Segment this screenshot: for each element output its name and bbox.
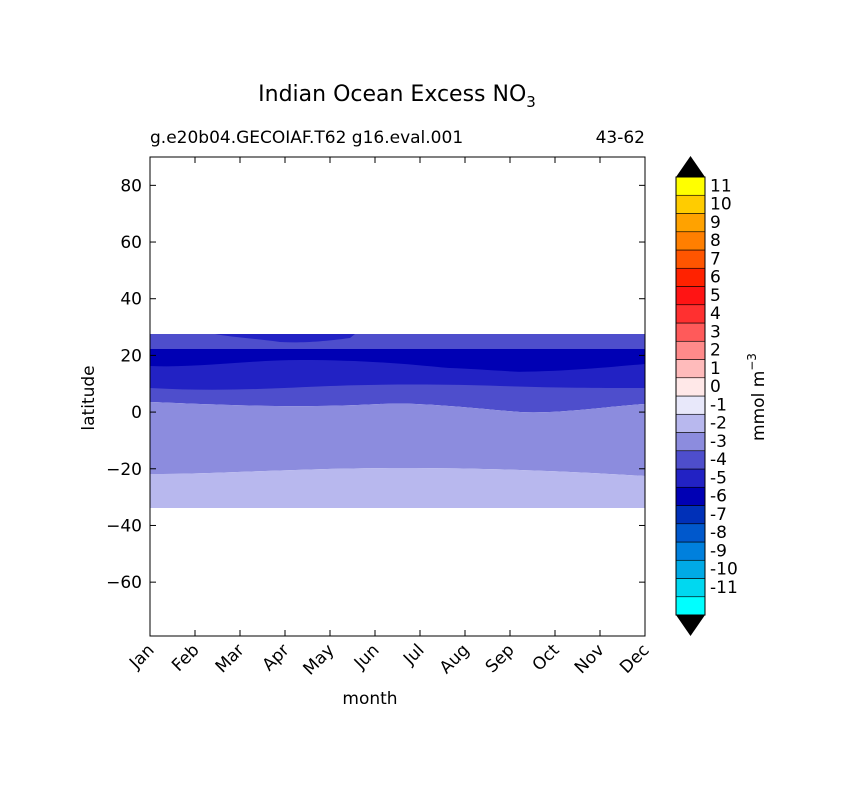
colorbar-tick-label: -6 bbox=[710, 487, 727, 507]
colorbar-tick-label: -8 bbox=[710, 523, 727, 543]
colorbar-tick-label: 8 bbox=[710, 231, 721, 251]
x-tick-label: Jan bbox=[125, 640, 158, 673]
colorbar-tick-label: 6 bbox=[710, 268, 721, 288]
colorbar-tick-label: 5 bbox=[710, 286, 721, 306]
plot-frame bbox=[149, 156, 646, 637]
chart-title: Indian Ocean Excess NO3 bbox=[258, 82, 536, 111]
colorbar-segment bbox=[675, 505, 706, 525]
colorbar-tick-label: 3 bbox=[710, 322, 721, 342]
band-light bbox=[150, 402, 645, 476]
colorbar-tick-label: 10 bbox=[710, 195, 732, 215]
colorbar-extend-max bbox=[676, 156, 705, 177]
colorbar-segment bbox=[675, 213, 706, 233]
colorbar-segment bbox=[675, 176, 706, 196]
colorbar-tick-label: -3 bbox=[710, 432, 727, 452]
colorbar-tick-label: 4 bbox=[710, 304, 721, 324]
colorbar-tick-label: 11 bbox=[710, 176, 732, 196]
colorbar-segment bbox=[675, 231, 706, 251]
colorbar-tick-label: -4 bbox=[710, 450, 727, 470]
y-axis-label: latitude bbox=[79, 365, 99, 430]
x-tick-label: Nov bbox=[571, 640, 609, 678]
colorbar-segment bbox=[675, 395, 706, 415]
colorbar-tick-label: 9 bbox=[710, 213, 721, 233]
colorbar-tick-label: -11 bbox=[710, 578, 738, 598]
colorbar-segment bbox=[675, 578, 706, 598]
x-tick-label: Jul bbox=[399, 640, 428, 669]
y-axis: 80 60 40 20 0 −20 −40 −60 bbox=[106, 176, 645, 593]
x-tick-label: Mar bbox=[212, 640, 249, 677]
x-tick-label: May bbox=[300, 640, 339, 679]
band-light-patch bbox=[590, 408, 645, 428]
colorbar-frame bbox=[675, 176, 706, 616]
x-axis-label: month bbox=[342, 689, 397, 709]
colorbar-tick-label: -2 bbox=[710, 414, 727, 434]
y-tick-label: 20 bbox=[120, 346, 142, 366]
colorbar-segment bbox=[675, 267, 706, 287]
colorbar-segment bbox=[675, 468, 706, 488]
contour-fields bbox=[150, 334, 645, 508]
y-tick-label: 40 bbox=[120, 290, 142, 310]
x-tick-label: Jun bbox=[350, 640, 384, 674]
y-tick-label: −60 bbox=[106, 573, 142, 593]
colorbar-segment bbox=[675, 523, 706, 543]
colorbar-segment bbox=[675, 249, 706, 269]
x-tick-label: Aug bbox=[436, 640, 474, 678]
colorbar-segment bbox=[675, 304, 706, 324]
y-tick-label: 0 bbox=[131, 403, 142, 423]
colorbar-segment bbox=[675, 541, 706, 561]
colorbar-extend-min bbox=[676, 615, 705, 636]
colorbar-tick-label: 0 bbox=[710, 377, 721, 397]
y-tick-label: 80 bbox=[120, 176, 142, 196]
band-darkest bbox=[150, 349, 645, 372]
colorbar-segment bbox=[675, 596, 706, 616]
colorbar-segment bbox=[675, 340, 706, 360]
colorbar-tick-label: -1 bbox=[710, 395, 727, 415]
subtitle-left: g.e20b04.GECOIAF.T62 g16.eval.001 bbox=[150, 128, 463, 148]
colorbar-segment bbox=[675, 286, 706, 306]
colorbar-segment bbox=[675, 194, 706, 214]
band-lightest bbox=[150, 468, 645, 508]
colorbar-tick-label: 1 bbox=[710, 359, 721, 379]
x-tick-label: Feb bbox=[168, 640, 203, 675]
colorbar-segment bbox=[675, 377, 706, 397]
colorbar-tick-label: 7 bbox=[710, 249, 721, 269]
colorbar-tick-label: 2 bbox=[710, 341, 721, 361]
x-tick-label: Apr bbox=[259, 640, 294, 675]
y-tick-label: −20 bbox=[106, 460, 142, 480]
colorbar-label: mmol m−3 bbox=[745, 353, 769, 441]
x-tick-label: Dec bbox=[616, 640, 653, 677]
plot-area: 80 60 40 20 0 −20 −40 −60 Jan Feb Mar Apr May Jun Jul… bbox=[106, 156, 654, 679]
colorbar-segment bbox=[675, 450, 706, 470]
y-tick-label: 60 bbox=[120, 233, 142, 253]
colorbar-tick-label: -9 bbox=[710, 541, 727, 561]
band-top bbox=[150, 334, 645, 349]
x-tick-label: Oct bbox=[529, 640, 564, 675]
subtitle-right: 43-62 bbox=[596, 128, 645, 148]
colorbar-segment bbox=[675, 432, 706, 452]
colorbar-tick-label: -10 bbox=[710, 560, 738, 580]
colorbar-segment bbox=[675, 559, 706, 579]
colorbar-tick-label: -5 bbox=[710, 468, 727, 488]
colorbar-segment bbox=[675, 359, 706, 379]
band-medium bbox=[150, 384, 645, 413]
y-tick-label: −40 bbox=[106, 516, 142, 536]
colorbar-segment bbox=[675, 413, 706, 433]
x-tick-label: Sep bbox=[482, 640, 519, 677]
colorbar-segment bbox=[675, 486, 706, 506]
colorbar-tick-label: -7 bbox=[710, 505, 727, 525]
band-ring bbox=[150, 366, 645, 392]
colorbar-segment bbox=[675, 322, 706, 342]
band-top-patch bbox=[215, 334, 355, 343]
